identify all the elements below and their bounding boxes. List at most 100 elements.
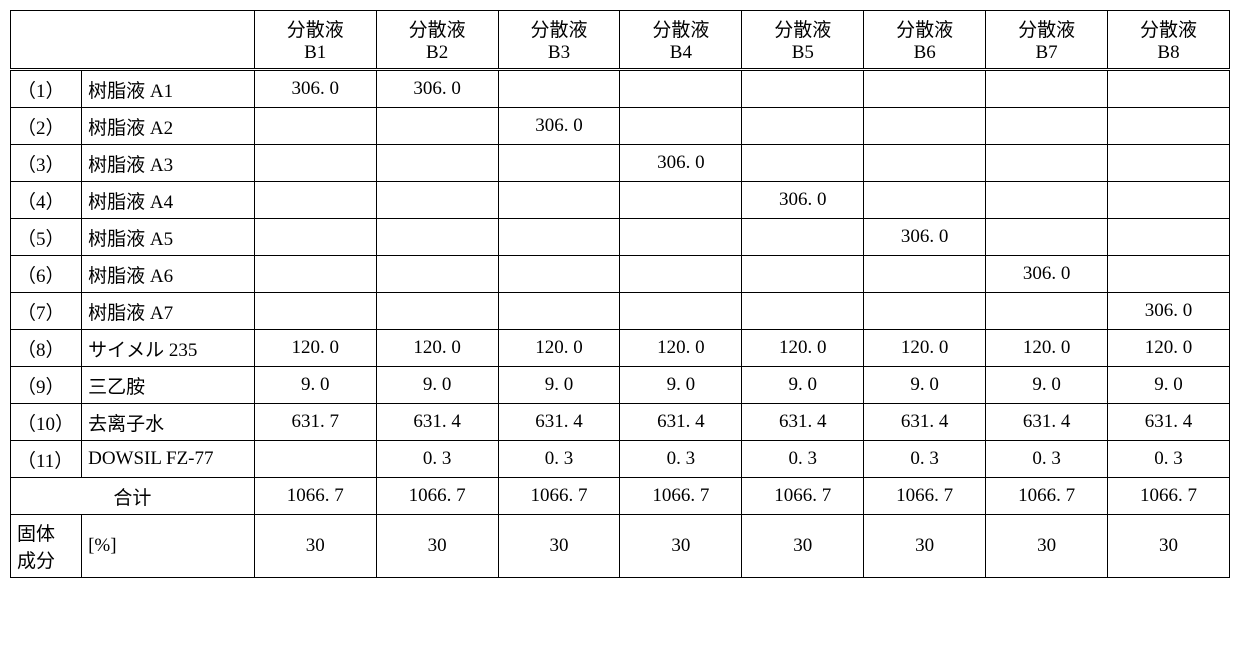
data-cell xyxy=(742,219,864,256)
data-cell: 9. 0 xyxy=(254,367,376,404)
row-index: （5） xyxy=(11,219,82,256)
data-cell xyxy=(254,219,376,256)
data-cell xyxy=(1108,70,1230,108)
solid-cell: 30 xyxy=(620,515,742,578)
solid-cell: 30 xyxy=(986,515,1108,578)
total-cell: 1066. 7 xyxy=(376,478,498,515)
data-cell xyxy=(620,256,742,293)
total-label: 合计 xyxy=(11,478,255,515)
table-row: （7）树脂液 A7 306. 0 xyxy=(11,293,1230,330)
col-header: 分散液B1 xyxy=(254,11,376,70)
total-cell: 1066. 7 xyxy=(620,478,742,515)
row-label: 树脂液 A1 xyxy=(82,70,255,108)
table-row: （8）サイメル 235120. 0120. 0120. 0120. 0120. … xyxy=(11,330,1230,367)
data-cell xyxy=(254,108,376,145)
data-cell: 120. 0 xyxy=(742,330,864,367)
data-cell: 631. 4 xyxy=(986,404,1108,441)
data-cell xyxy=(742,145,864,182)
data-cell: 306. 0 xyxy=(1108,293,1230,330)
row-label: 树脂液 A6 xyxy=(82,256,255,293)
data-cell: 631. 7 xyxy=(254,404,376,441)
data-cell xyxy=(986,145,1108,182)
data-cell: 9. 0 xyxy=(376,367,498,404)
row-label: 树脂液 A2 xyxy=(82,108,255,145)
data-cell: 9. 0 xyxy=(498,367,620,404)
data-cell xyxy=(376,182,498,219)
data-cell: 0. 3 xyxy=(620,441,742,478)
col-header: 分散液B7 xyxy=(986,11,1108,70)
data-cell xyxy=(498,70,620,108)
total-cell: 1066. 7 xyxy=(986,478,1108,515)
data-cell: 0. 3 xyxy=(986,441,1108,478)
data-cell: 120. 0 xyxy=(620,330,742,367)
data-cell xyxy=(254,145,376,182)
data-cell xyxy=(742,293,864,330)
header-blank xyxy=(11,11,255,70)
data-cell: 9. 0 xyxy=(1108,367,1230,404)
data-cell xyxy=(986,182,1108,219)
data-cell: 120. 0 xyxy=(376,330,498,367)
col-header: 分散液B5 xyxy=(742,11,864,70)
data-cell xyxy=(498,219,620,256)
col-header: 分散液B6 xyxy=(864,11,986,70)
data-cell: 306. 0 xyxy=(864,219,986,256)
table-body: （1）树脂液 A1306. 0306. 0（2）树脂液 A2306. 0（3）树… xyxy=(11,70,1230,478)
data-cell: 120. 0 xyxy=(864,330,986,367)
solid-cell: 30 xyxy=(742,515,864,578)
table-row: （3）树脂液 A3306. 0 xyxy=(11,145,1230,182)
total-cell: 1066. 7 xyxy=(1108,478,1230,515)
data-cell xyxy=(254,256,376,293)
data-cell: 306. 0 xyxy=(376,70,498,108)
solid-cell: 30 xyxy=(254,515,376,578)
data-cell xyxy=(864,293,986,330)
data-cell xyxy=(620,182,742,219)
data-cell xyxy=(742,108,864,145)
row-index: （2） xyxy=(11,108,82,145)
data-cell: 0. 3 xyxy=(498,441,620,478)
table-row: （11）DOWSIL FZ-770. 30. 30. 30. 30. 30. 3… xyxy=(11,441,1230,478)
row-label: 树脂液 A3 xyxy=(82,145,255,182)
row-label: 树脂液 A7 xyxy=(82,293,255,330)
table-row: （5）树脂液 A5 306. 0 xyxy=(11,219,1230,256)
solid-label: 固体成分 xyxy=(11,515,82,578)
data-table: 分散液B1 分散液B2 分散液B3 分散液B4 分散液B5 分散液B6 分散液B… xyxy=(10,10,1230,578)
row-index: （7） xyxy=(11,293,82,330)
data-cell xyxy=(864,108,986,145)
row-label: 树脂液 A5 xyxy=(82,219,255,256)
col-header: 分散液B8 xyxy=(1108,11,1230,70)
data-cell: 0. 3 xyxy=(742,441,864,478)
solid-cell: 30 xyxy=(376,515,498,578)
table-row: （1）树脂液 A1306. 0306. 0 xyxy=(11,70,1230,108)
row-index: （3） xyxy=(11,145,82,182)
data-cell: 9. 0 xyxy=(620,367,742,404)
row-index: （4） xyxy=(11,182,82,219)
data-cell xyxy=(620,293,742,330)
data-cell: 306. 0 xyxy=(254,70,376,108)
data-cell xyxy=(498,145,620,182)
data-cell xyxy=(620,108,742,145)
table-row: （9）三乙胺9. 09. 09. 09. 09. 09. 09. 09. 0 xyxy=(11,367,1230,404)
data-cell xyxy=(376,108,498,145)
solid-cell: 30 xyxy=(864,515,986,578)
data-cell xyxy=(376,293,498,330)
data-cell xyxy=(1108,182,1230,219)
data-cell xyxy=(986,108,1108,145)
table-row: （2）树脂液 A2306. 0 xyxy=(11,108,1230,145)
row-index: （1） xyxy=(11,70,82,108)
solid-cell: 30 xyxy=(1108,515,1230,578)
total-cell: 1066. 7 xyxy=(742,478,864,515)
row-label: 三乙胺 xyxy=(82,367,255,404)
data-cell: 631. 4 xyxy=(1108,404,1230,441)
data-cell: 9. 0 xyxy=(986,367,1108,404)
table-row: （6）树脂液 A6306. 0 xyxy=(11,256,1230,293)
col-header: 分散液B3 xyxy=(498,11,620,70)
data-cell xyxy=(986,219,1108,256)
data-cell xyxy=(1108,108,1230,145)
total-cell: 1066. 7 xyxy=(864,478,986,515)
data-cell xyxy=(254,293,376,330)
data-cell: 9. 0 xyxy=(742,367,864,404)
data-cell: 631. 4 xyxy=(864,404,986,441)
data-cell: 631. 4 xyxy=(498,404,620,441)
data-cell: 120. 0 xyxy=(498,330,620,367)
data-cell xyxy=(498,182,620,219)
